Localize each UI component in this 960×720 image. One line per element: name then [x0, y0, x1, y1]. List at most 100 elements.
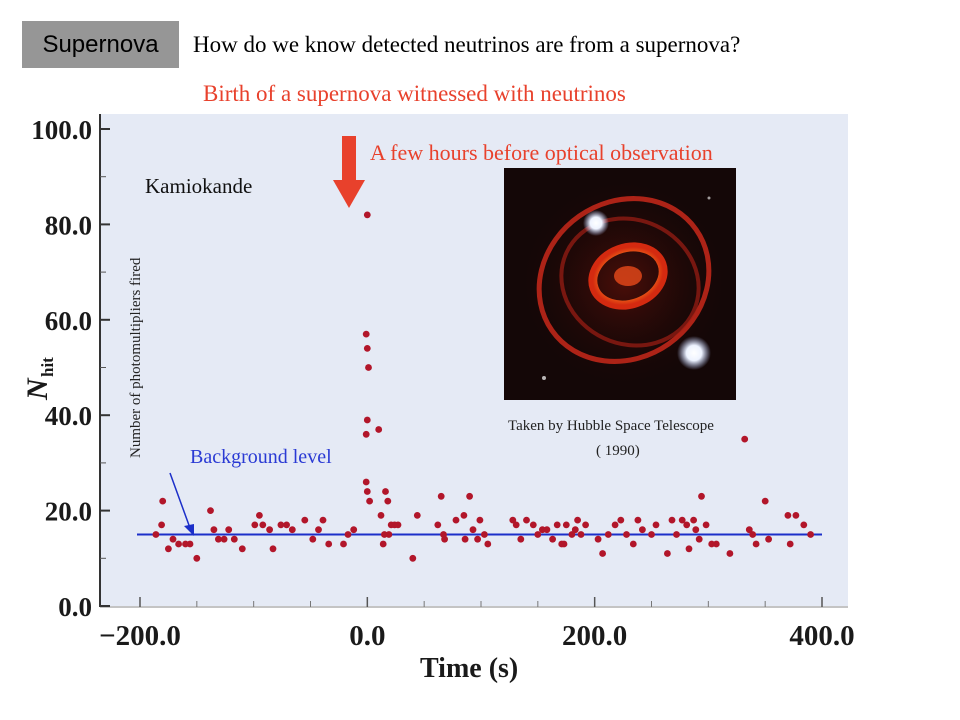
data-point	[441, 535, 448, 543]
data-point	[634, 516, 642, 524]
data-point	[523, 516, 530, 524]
data-point	[560, 540, 568, 548]
data-point	[215, 535, 222, 543]
slide-tag: Supernova	[22, 21, 179, 68]
data-point	[784, 512, 792, 519]
data-point	[481, 531, 488, 538]
data-point	[673, 531, 680, 538]
x-tick-label: 0.0	[349, 620, 385, 652]
data-point	[792, 512, 800, 519]
photo-caption: Taken by Hubble Space Telescope	[508, 418, 714, 434]
data-point	[340, 540, 347, 548]
data-point	[517, 535, 525, 543]
data-point	[800, 521, 808, 529]
slide-question: How do we know detected neutrinos are fr…	[193, 32, 741, 57]
data-point	[362, 430, 370, 438]
data-point	[604, 531, 612, 538]
data-point	[749, 531, 757, 538]
data-point	[385, 531, 393, 538]
data-point	[366, 497, 373, 505]
data-point	[169, 535, 177, 543]
event-arrow-head	[333, 180, 365, 208]
data-point	[375, 426, 383, 433]
data-point	[319, 516, 327, 524]
data-point	[283, 521, 290, 529]
data-point	[574, 516, 581, 524]
data-point	[452, 516, 460, 524]
y-tick-label: 20.0	[45, 497, 92, 527]
data-point	[543, 526, 551, 534]
data-point	[668, 516, 676, 524]
data-point	[698, 492, 705, 500]
data-point	[256, 512, 263, 519]
y-tick-label: 40.0	[45, 401, 92, 431]
data-point	[175, 540, 183, 548]
data-point	[269, 545, 277, 553]
data-point	[476, 516, 484, 524]
data-point	[259, 521, 267, 529]
data-point	[534, 531, 542, 538]
data-point	[409, 554, 417, 562]
data-point	[648, 531, 655, 538]
data-point	[466, 492, 473, 500]
data-point	[350, 526, 358, 534]
data-point	[712, 540, 720, 548]
data-point	[683, 521, 691, 529]
data-point	[460, 512, 468, 519]
data-point	[690, 516, 697, 524]
data-point	[384, 497, 392, 505]
x-tick-label: 400.0	[789, 620, 854, 652]
data-point	[362, 330, 370, 338]
data-point	[382, 488, 389, 495]
data-point	[529, 521, 537, 529]
data-point	[577, 531, 585, 538]
data-point	[469, 526, 477, 534]
data-point	[315, 526, 322, 534]
y-tick-label: 80.0	[45, 210, 92, 240]
data-point	[509, 516, 517, 524]
data-point	[277, 521, 285, 529]
photo-year: ( 1990)	[596, 443, 640, 459]
data-point	[152, 531, 160, 538]
data-point	[207, 507, 214, 514]
data-point	[741, 435, 749, 443]
data-point	[553, 521, 561, 529]
y-axis-subscript: hit	[38, 357, 57, 377]
data-point	[695, 535, 703, 543]
data-point	[309, 535, 317, 543]
data-point	[562, 521, 570, 529]
data-point	[512, 521, 520, 529]
data-point	[629, 540, 637, 548]
x-tick-label: −200.0	[99, 620, 181, 652]
data-point	[238, 545, 246, 553]
data-point	[461, 535, 469, 543]
y-tick-label: 60.0	[45, 306, 92, 336]
event-arrow-label: A few hours before optical observation	[370, 140, 713, 165]
y-tick-label: 0.0	[58, 592, 92, 622]
data-point	[484, 540, 492, 548]
data-point	[726, 550, 734, 557]
data-point	[365, 364, 372, 371]
data-point	[186, 540, 194, 548]
data-point	[288, 526, 296, 534]
data-point	[363, 488, 371, 495]
data-point	[765, 535, 772, 543]
background-level-label: Background level	[190, 446, 332, 468]
data-point	[165, 545, 172, 553]
data-point	[617, 516, 625, 524]
data-point	[664, 550, 671, 557]
x-tick-label: 200.0	[562, 620, 627, 652]
data-point	[159, 497, 167, 505]
data-points	[152, 211, 814, 562]
data-point	[225, 526, 233, 534]
data-point	[325, 540, 333, 548]
data-point	[266, 526, 273, 534]
data-point	[807, 531, 814, 538]
data-point	[363, 416, 371, 424]
data-point	[685, 545, 693, 553]
data-point	[639, 526, 646, 534]
slide-subtitle: Birth of a supernova witnessed with neut…	[203, 81, 626, 106]
data-point	[394, 521, 402, 529]
data-point	[786, 540, 794, 548]
